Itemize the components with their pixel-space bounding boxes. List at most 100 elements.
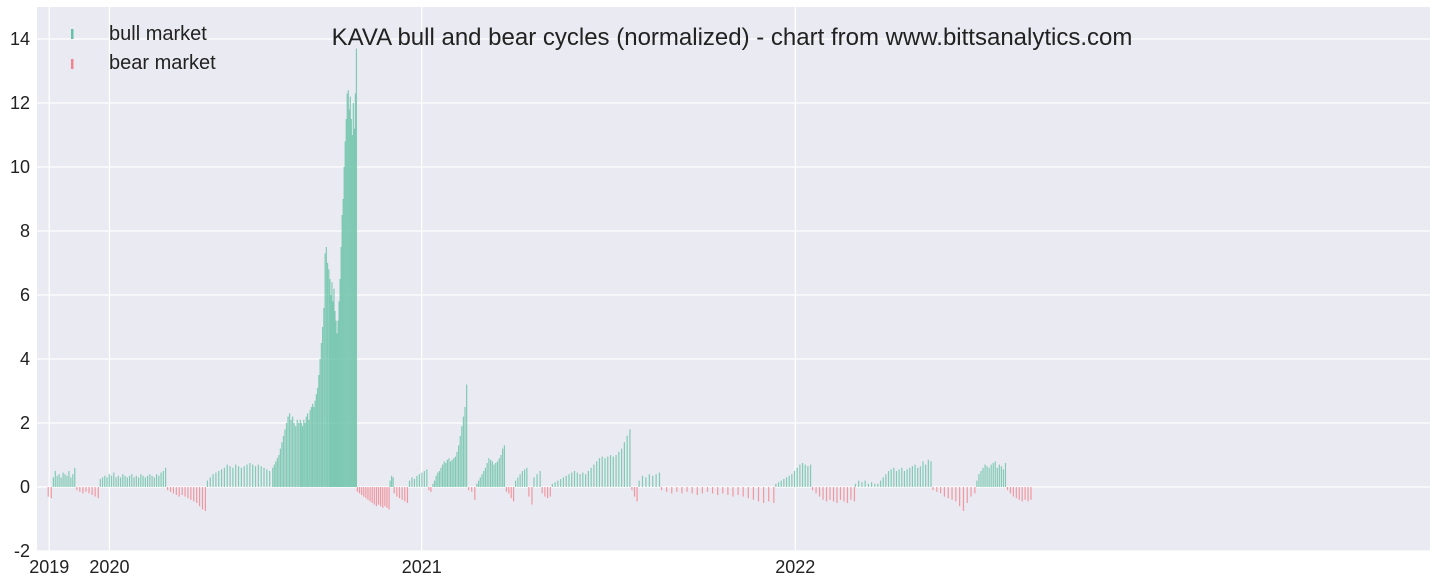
bear-bar	[190, 487, 192, 500]
bull-bar	[276, 458, 278, 487]
bull-bar	[160, 472, 162, 487]
bull-bar	[110, 475, 113, 487]
bull-bar	[115, 477, 117, 487]
bear-bar	[1027, 487, 1029, 502]
bear-bar	[187, 487, 189, 499]
bear-bar	[377, 487, 380, 505]
bear-bar	[356, 487, 359, 492]
bull-bar	[648, 474, 650, 487]
bull-bar	[212, 474, 214, 487]
bull-bar	[925, 464, 927, 487]
bull-bar	[796, 467, 798, 487]
bull-bar	[877, 483, 879, 487]
bull-bar	[411, 477, 413, 487]
bull-bar	[315, 394, 317, 487]
bull-bar	[311, 403, 314, 487]
bull-bar	[243, 466, 245, 487]
bear-bar	[178, 487, 180, 497]
bull-bar	[799, 464, 801, 487]
bear-bar	[531, 487, 533, 505]
bear-bar	[955, 487, 957, 502]
bull-bar	[220, 469, 223, 487]
bull-bar	[980, 471, 982, 487]
bull-bar	[587, 471, 589, 487]
bear-bar	[50, 487, 52, 499]
bull-bar	[144, 477, 146, 487]
bull-bar	[142, 475, 144, 487]
bull-bar	[162, 471, 164, 487]
bear-bar	[850, 487, 852, 500]
legend-label-bear: bear market	[109, 52, 216, 74]
bull-bar	[340, 247, 342, 487]
bull-bar	[609, 455, 612, 487]
bull-bar	[655, 474, 657, 487]
bull-bar	[638, 480, 640, 487]
bear-bar	[386, 487, 388, 508]
bull-bar	[426, 469, 428, 487]
bull-bar	[906, 469, 908, 487]
bull-bar	[498, 458, 500, 487]
bull-bar	[864, 480, 866, 487]
bear-bar	[94, 487, 96, 497]
bull-bar	[568, 474, 570, 487]
bull-bar	[113, 472, 115, 487]
bull-bar	[901, 467, 903, 487]
bull-bar	[151, 475, 153, 487]
plot-background	[37, 7, 1430, 551]
bull-bar	[986, 466, 988, 487]
bull-bar	[893, 467, 895, 487]
bear-bar	[396, 487, 398, 497]
bull-bar	[106, 477, 108, 487]
bull-bar	[117, 475, 119, 487]
bull-bar	[922, 461, 924, 487]
bull-bar	[336, 333, 338, 487]
bull-bar	[895, 471, 898, 487]
bull-bar	[488, 458, 490, 487]
bull-bar	[252, 464, 254, 487]
bull-bar	[582, 472, 584, 487]
bull-bar	[562, 477, 565, 487]
bear-bar	[742, 487, 744, 497]
bull-bar	[295, 426, 297, 487]
bull-bar	[108, 474, 110, 487]
bull-bar	[341, 215, 343, 487]
bull-bar	[607, 456, 609, 487]
bull-bar	[441, 464, 444, 487]
bear-bar	[365, 487, 367, 499]
bull-bar	[462, 416, 465, 487]
bear-bar	[547, 487, 549, 499]
bull-bar	[998, 464, 1000, 487]
bear-bar	[752, 487, 754, 500]
bull-bar	[279, 448, 281, 487]
bull-bar	[793, 471, 796, 487]
bull-bar	[323, 307, 325, 487]
bear-bar	[843, 487, 845, 502]
bull-bar	[72, 474, 74, 487]
bear-bar	[974, 487, 976, 494]
bull-bar	[909, 467, 911, 487]
x-tick-labels: 2019 2020 2021 2022	[29, 557, 815, 577]
bull-bar	[459, 435, 461, 487]
bull-bar	[355, 48, 358, 487]
bear-bar	[172, 487, 175, 494]
bull-bar	[626, 435, 628, 487]
bear-bar	[167, 487, 169, 491]
bull-bar	[879, 480, 882, 487]
bull-bar	[229, 466, 231, 487]
bull-bar	[629, 429, 631, 487]
bear-bar	[169, 487, 172, 492]
grid-layer	[37, 7, 1430, 552]
bull-bar	[99, 479, 101, 487]
bull-bar	[791, 474, 793, 487]
bear-bar	[822, 487, 824, 500]
bull-bar	[519, 474, 521, 487]
bull-bar	[521, 471, 523, 487]
bull-bar	[898, 469, 900, 487]
bull-bar	[1002, 469, 1005, 487]
bear-bar	[1024, 487, 1026, 500]
bull-bar	[443, 461, 445, 487]
bear-bar	[76, 487, 78, 491]
bull-bar	[266, 469, 268, 487]
bull-bar	[260, 466, 262, 487]
